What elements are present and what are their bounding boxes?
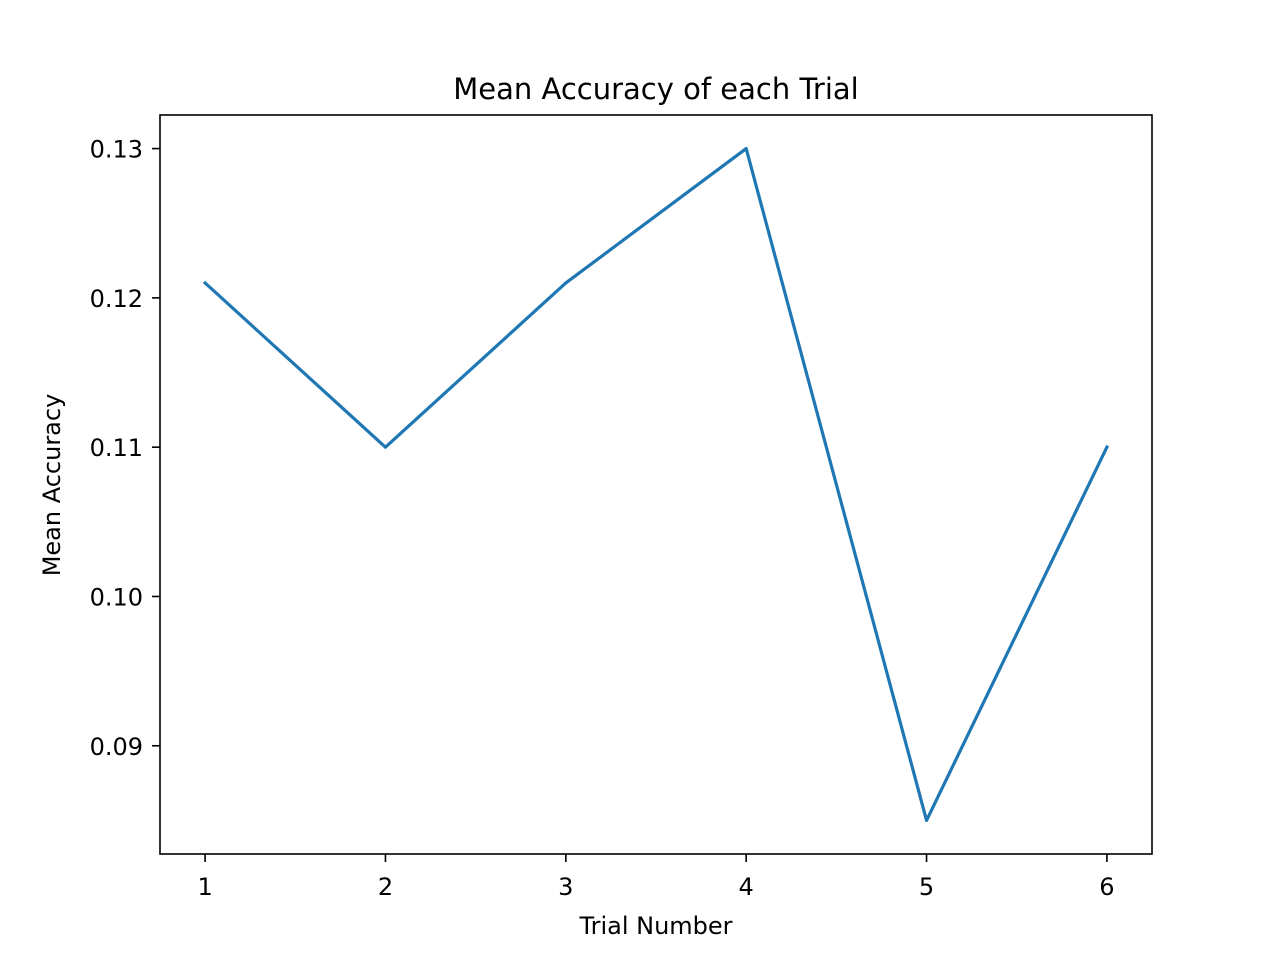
y-axis-label: Mean Accuracy xyxy=(38,394,66,577)
x-tick-label: 1 xyxy=(197,873,212,901)
y-tick-label: 0.11 xyxy=(90,434,143,462)
x-tick-label: 6 xyxy=(1099,873,1114,901)
data-point xyxy=(1105,445,1109,449)
x-tick-label: 5 xyxy=(919,873,934,901)
data-point xyxy=(925,818,929,822)
y-tick-label: 0.09 xyxy=(90,733,143,761)
series-line xyxy=(202,146,1110,823)
y-axis-ticks: 0.09 0.10 0.11 0.12 0.13 xyxy=(90,136,160,761)
x-axis-ticks: 1 2 3 4 5 6 xyxy=(197,854,1115,901)
x-tick-label: 4 xyxy=(739,873,754,901)
data-point xyxy=(744,147,748,151)
data-point xyxy=(203,281,207,285)
x-tick-label: 3 xyxy=(558,873,573,901)
axes-frame xyxy=(159,114,1153,855)
chart-title: Mean Accuracy of each Trial xyxy=(453,72,858,106)
x-axis-label: Trial Number xyxy=(578,912,732,940)
y-tick-label: 0.12 xyxy=(90,285,143,313)
y-tick-label: 0.10 xyxy=(90,583,143,611)
data-point xyxy=(564,281,568,285)
data-point xyxy=(383,445,387,449)
plot-area xyxy=(202,146,1110,823)
x-tick-label: 2 xyxy=(378,873,393,901)
y-tick-label: 0.13 xyxy=(90,136,143,164)
